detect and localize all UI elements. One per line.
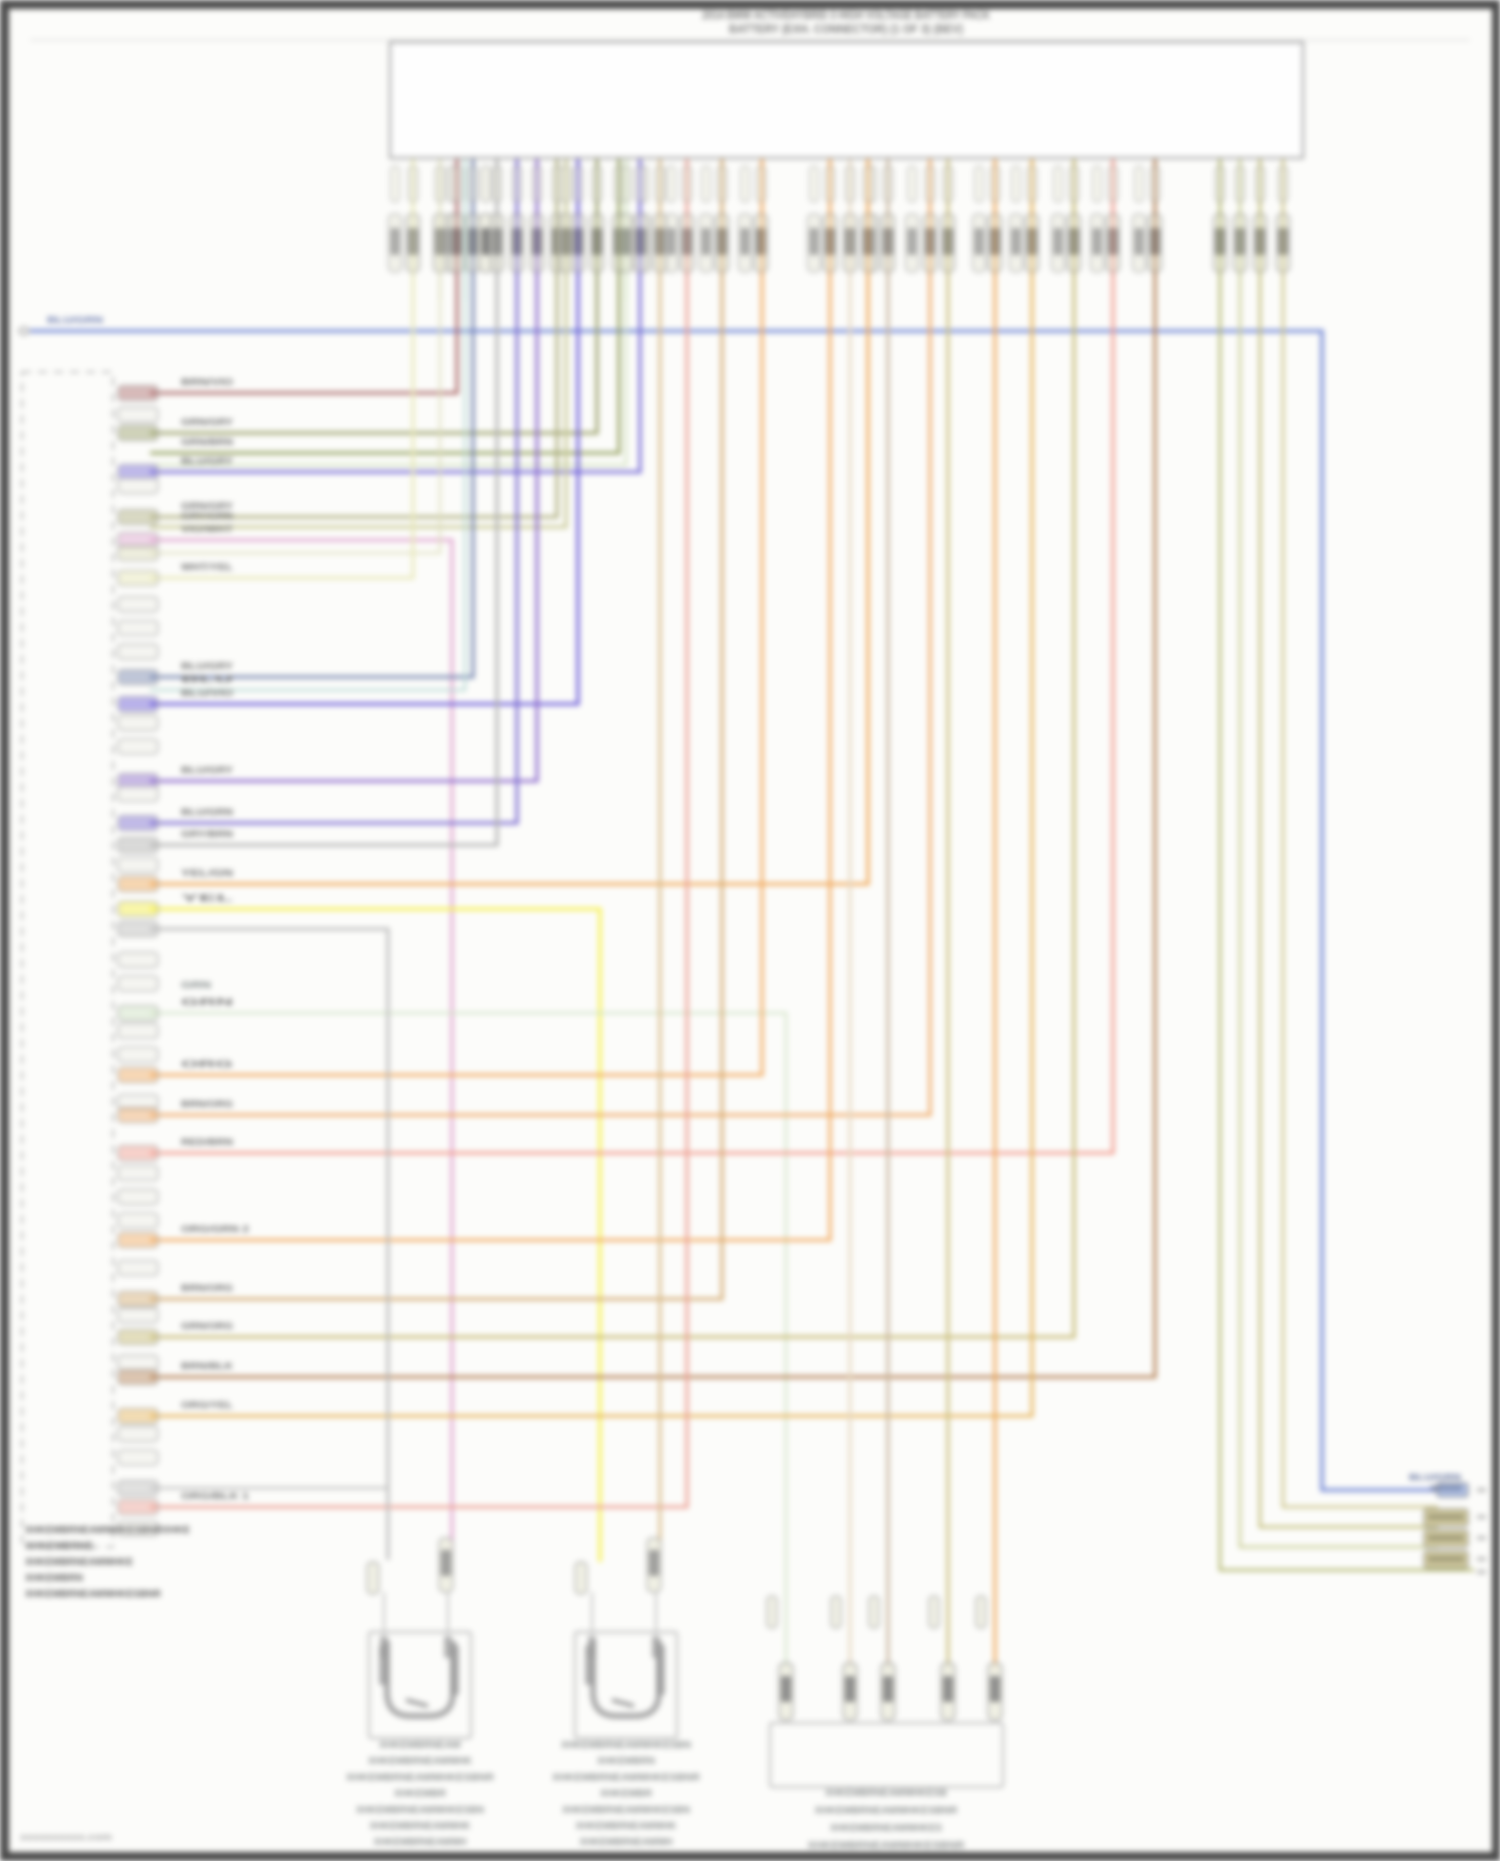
svg-text:XHKEMBRNEAWMHKESBNR: XHKEMBRNEAWMHKESBNR — [25, 1589, 162, 1600]
svg-text:XHKEMBRNEAWMH: XHKEMBRNEAWMH — [374, 1837, 467, 1848]
svg-text:XHKEMBRNEAWMHK: XHKEMBRNEAWMHK — [370, 1821, 472, 1832]
svg-text:XHKEMBRNEAW: XHKEMBRNEAW — [379, 1740, 462, 1751]
svg-text:GRN/BRN: GRN/BRN — [181, 437, 233, 448]
svg-text:XHKEMBRNEAWMHK: XHKEMBRNEAWMHK — [576, 1821, 678, 1832]
svg-text:BLU/GRN: BLU/GRN — [1409, 1472, 1461, 1482]
svg-text:XXXXX: XXXXX — [1430, 1483, 1462, 1493]
svg-text:XHKEMBRNEAWMHKES: XHKEMBRNEAWMHKES — [830, 1823, 942, 1834]
svg-text:RED/BRN: RED/BRN — [181, 1137, 233, 1148]
svg-text:GRN: GRN — [181, 997, 233, 1008]
svg-text:GRN/ORG: GRN/ORG — [181, 1321, 233, 1332]
svg-text:VIO/WHT: VIO/WHT — [181, 524, 233, 535]
svg-text:XHKEMBRNE: XHKEMBRNE — [25, 1541, 93, 1552]
svg-text:XHKEMBRNEAWMHKESBNR: XHKEMBRNEAWMHKESBNR — [552, 1772, 701, 1783]
svg-text:BLU/GRN: BLU/GRN — [47, 315, 103, 326]
svg-text:xxxxxxxxxx.com: xxxxxxxxxx.com — [20, 1832, 112, 1842]
svg-text:XHKEMBRNEAWMHKESBNR: XHKEMBRNEAWMHKESBNR — [815, 1806, 959, 1817]
svg-text:XHKEMBRNEAWMH: XHKEMBRNEAWMH — [580, 1837, 673, 1848]
svg-text:BRN/BLK: BRN/BLK — [181, 1361, 233, 1372]
svg-text:XHKEMBRNEAWMHKESBNR: XHKEMBRNEAWMHKESBNR — [808, 1841, 966, 1852]
svg-text:XHKEMBRN: XHKEMBRN — [597, 1756, 655, 1767]
svg-text:ORG/BLK 1: ORG/BLK 1 — [181, 1491, 250, 1502]
svg-text:BLU: BLU — [181, 674, 233, 685]
svg-text:YEL: YEL — [181, 893, 234, 904]
svg-text:YEL/GN: YEL/GN — [181, 868, 233, 879]
svg-text:XHKEMBRNEAWMHKE: XHKEMBRNEAWMHKE — [25, 1557, 133, 1568]
svg-text:XXXXXX: XXXXXX — [1428, 1533, 1464, 1543]
svg-text:BRN/VIO: BRN/VIO — [181, 377, 233, 388]
svg-text:BLU/GRY: BLU/GRY — [181, 765, 234, 776]
svg-text:BRN/ORG: BRN/ORG — [181, 1283, 233, 1294]
svg-text:XHKEMBRNEAWMHK: XHKEMBRNEAWMHK — [368, 1756, 473, 1767]
svg-text:ORG/YEL: ORG/YEL — [181, 1400, 233, 1411]
svg-text:BATTERY (EXH. CONNECTOR) (1 OF: BATTERY (EXH. CONNECTOR) (1 OF 3) (BEV) — [729, 22, 963, 36]
svg-text:BLU/GRY: BLU/GRY — [181, 456, 234, 467]
svg-text:GRN/GRY: GRN/GRY — [181, 417, 234, 428]
svg-text:XHKEMBRNEAWMHKESBNR: XHKEMBRNEAWMHKESBNR — [346, 1772, 495, 1783]
svg-text:GRN: GRN — [181, 980, 211, 991]
svg-text:XHKEMBRNEAWMHKESBN: XHKEMBRNEAWMHKESBN — [356, 1805, 484, 1816]
svg-text:BRN/ORG: BRN/ORG — [181, 1099, 233, 1110]
svg-text:XXXXXX: XXXXXX — [1428, 1512, 1464, 1522]
svg-text:GRY/BRN: GRY/BRN — [181, 829, 233, 840]
svg-text:2014 BMW ACTIVEHYBRID 3 HIGH V: 2014 BMW ACTIVEHYBRID 3 HIGH VOLTAGE BAT… — [702, 8, 990, 22]
svg-text:BLU/GRY: BLU/GRY — [181, 661, 234, 672]
svg-text:ORG: ORG — [181, 1059, 233, 1070]
svg-text:XHKEMBRNEAWMHKESBN: XHKEMBRNEAWMHKESBN — [561, 1740, 691, 1751]
svg-text:BLU/GRN: BLU/GRN — [181, 807, 233, 818]
svg-text:XHKEMBRNEAWMHKESBN: XHKEMBRNEAWMHKESBN — [562, 1805, 690, 1816]
svg-text:XHKEMBR: XHKEMBR — [394, 1789, 447, 1800]
svg-text:WHT/YEL: WHT/YEL — [181, 562, 233, 573]
svg-text:GRN/GRY: GRN/GRY — [181, 501, 234, 512]
svg-text:ORG/GRN 2: ORG/GRN 2 — [181, 1224, 249, 1235]
svg-text:XXXXXX: XXXXXX — [1428, 1554, 1464, 1564]
svg-text:BLU/VIO: BLU/VIO — [181, 688, 233, 699]
svg-text:XHKEMBR: XHKEMBR — [600, 1789, 653, 1800]
svg-text:GRY/GRN: GRY/GRN — [181, 511, 233, 522]
svg-text:XHKEMBRNEAWMHKESB: XHKEMBRNEAWMHKESB — [825, 1788, 947, 1799]
svg-text:XHKEMBRN: XHKEMBRN — [25, 1573, 83, 1584]
svg-text:XHKEMBRNEAWMHKESBNRXHKE: XHKEMBRNEAWMHKESBNRXHKE — [25, 1525, 190, 1536]
